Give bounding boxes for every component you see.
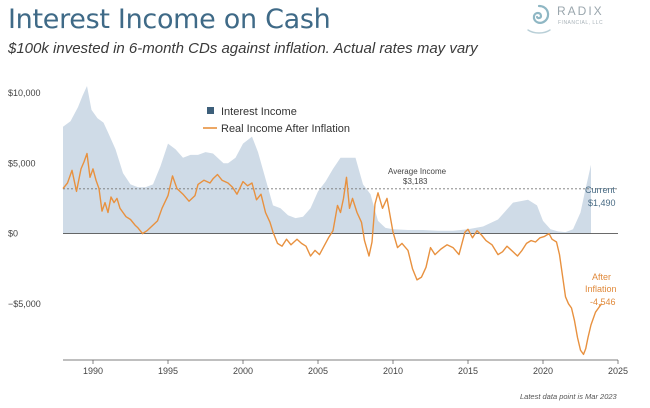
x-tick-label: 1995 — [158, 366, 178, 376]
footnote: Latest data point is Mar 2023 — [520, 392, 617, 401]
logo-tagline: FINANCIAL, LLC — [558, 20, 604, 26]
average-income-label: Average Income — [388, 167, 447, 176]
average-income-value: $3,183 — [403, 177, 428, 186]
current-value: $1,490 — [588, 198, 616, 208]
x-tick-label: 2000 — [233, 366, 253, 376]
after-inflation-value: -4,546 — [590, 297, 616, 307]
legend-real-income: Real Income After Inflation — [221, 123, 350, 135]
interest-income-area — [63, 86, 591, 234]
y-tick-label: $5,000 — [8, 158, 36, 168]
y-tick-label: −$5,000 — [8, 299, 41, 309]
after-inflation-label-2: Inflation — [585, 284, 617, 294]
x-tick-label: 2025 — [608, 366, 628, 376]
legend-swatch-interest — [207, 107, 214, 114]
y-tick-label: $0 — [8, 229, 18, 239]
brand-logo: RADIX FINANCIAL, LLC — [524, 2, 634, 40]
x-tick-label: 2005 — [308, 366, 328, 376]
chart-subtitle: $100k invested in 6-month CDs against in… — [8, 40, 478, 57]
x-tick-label: 2015 — [458, 366, 478, 376]
x-tick-label: 1990 — [83, 366, 103, 376]
real-income-line — [62, 152, 603, 356]
after-inflation-label-1: After — [592, 272, 611, 282]
spiral-logo-icon — [527, 4, 551, 34]
chart-title: Interest Income on Cash — [8, 4, 331, 35]
y-tick-label: $10,000 — [8, 88, 41, 98]
x-tick-label: 2020 — [533, 366, 553, 376]
logo-wordmark: RADIX — [557, 4, 604, 18]
legend-interest-income: Interest Income — [221, 106, 297, 118]
current-label: Current — [585, 185, 616, 195]
x-tick-label: 2010 — [383, 366, 403, 376]
